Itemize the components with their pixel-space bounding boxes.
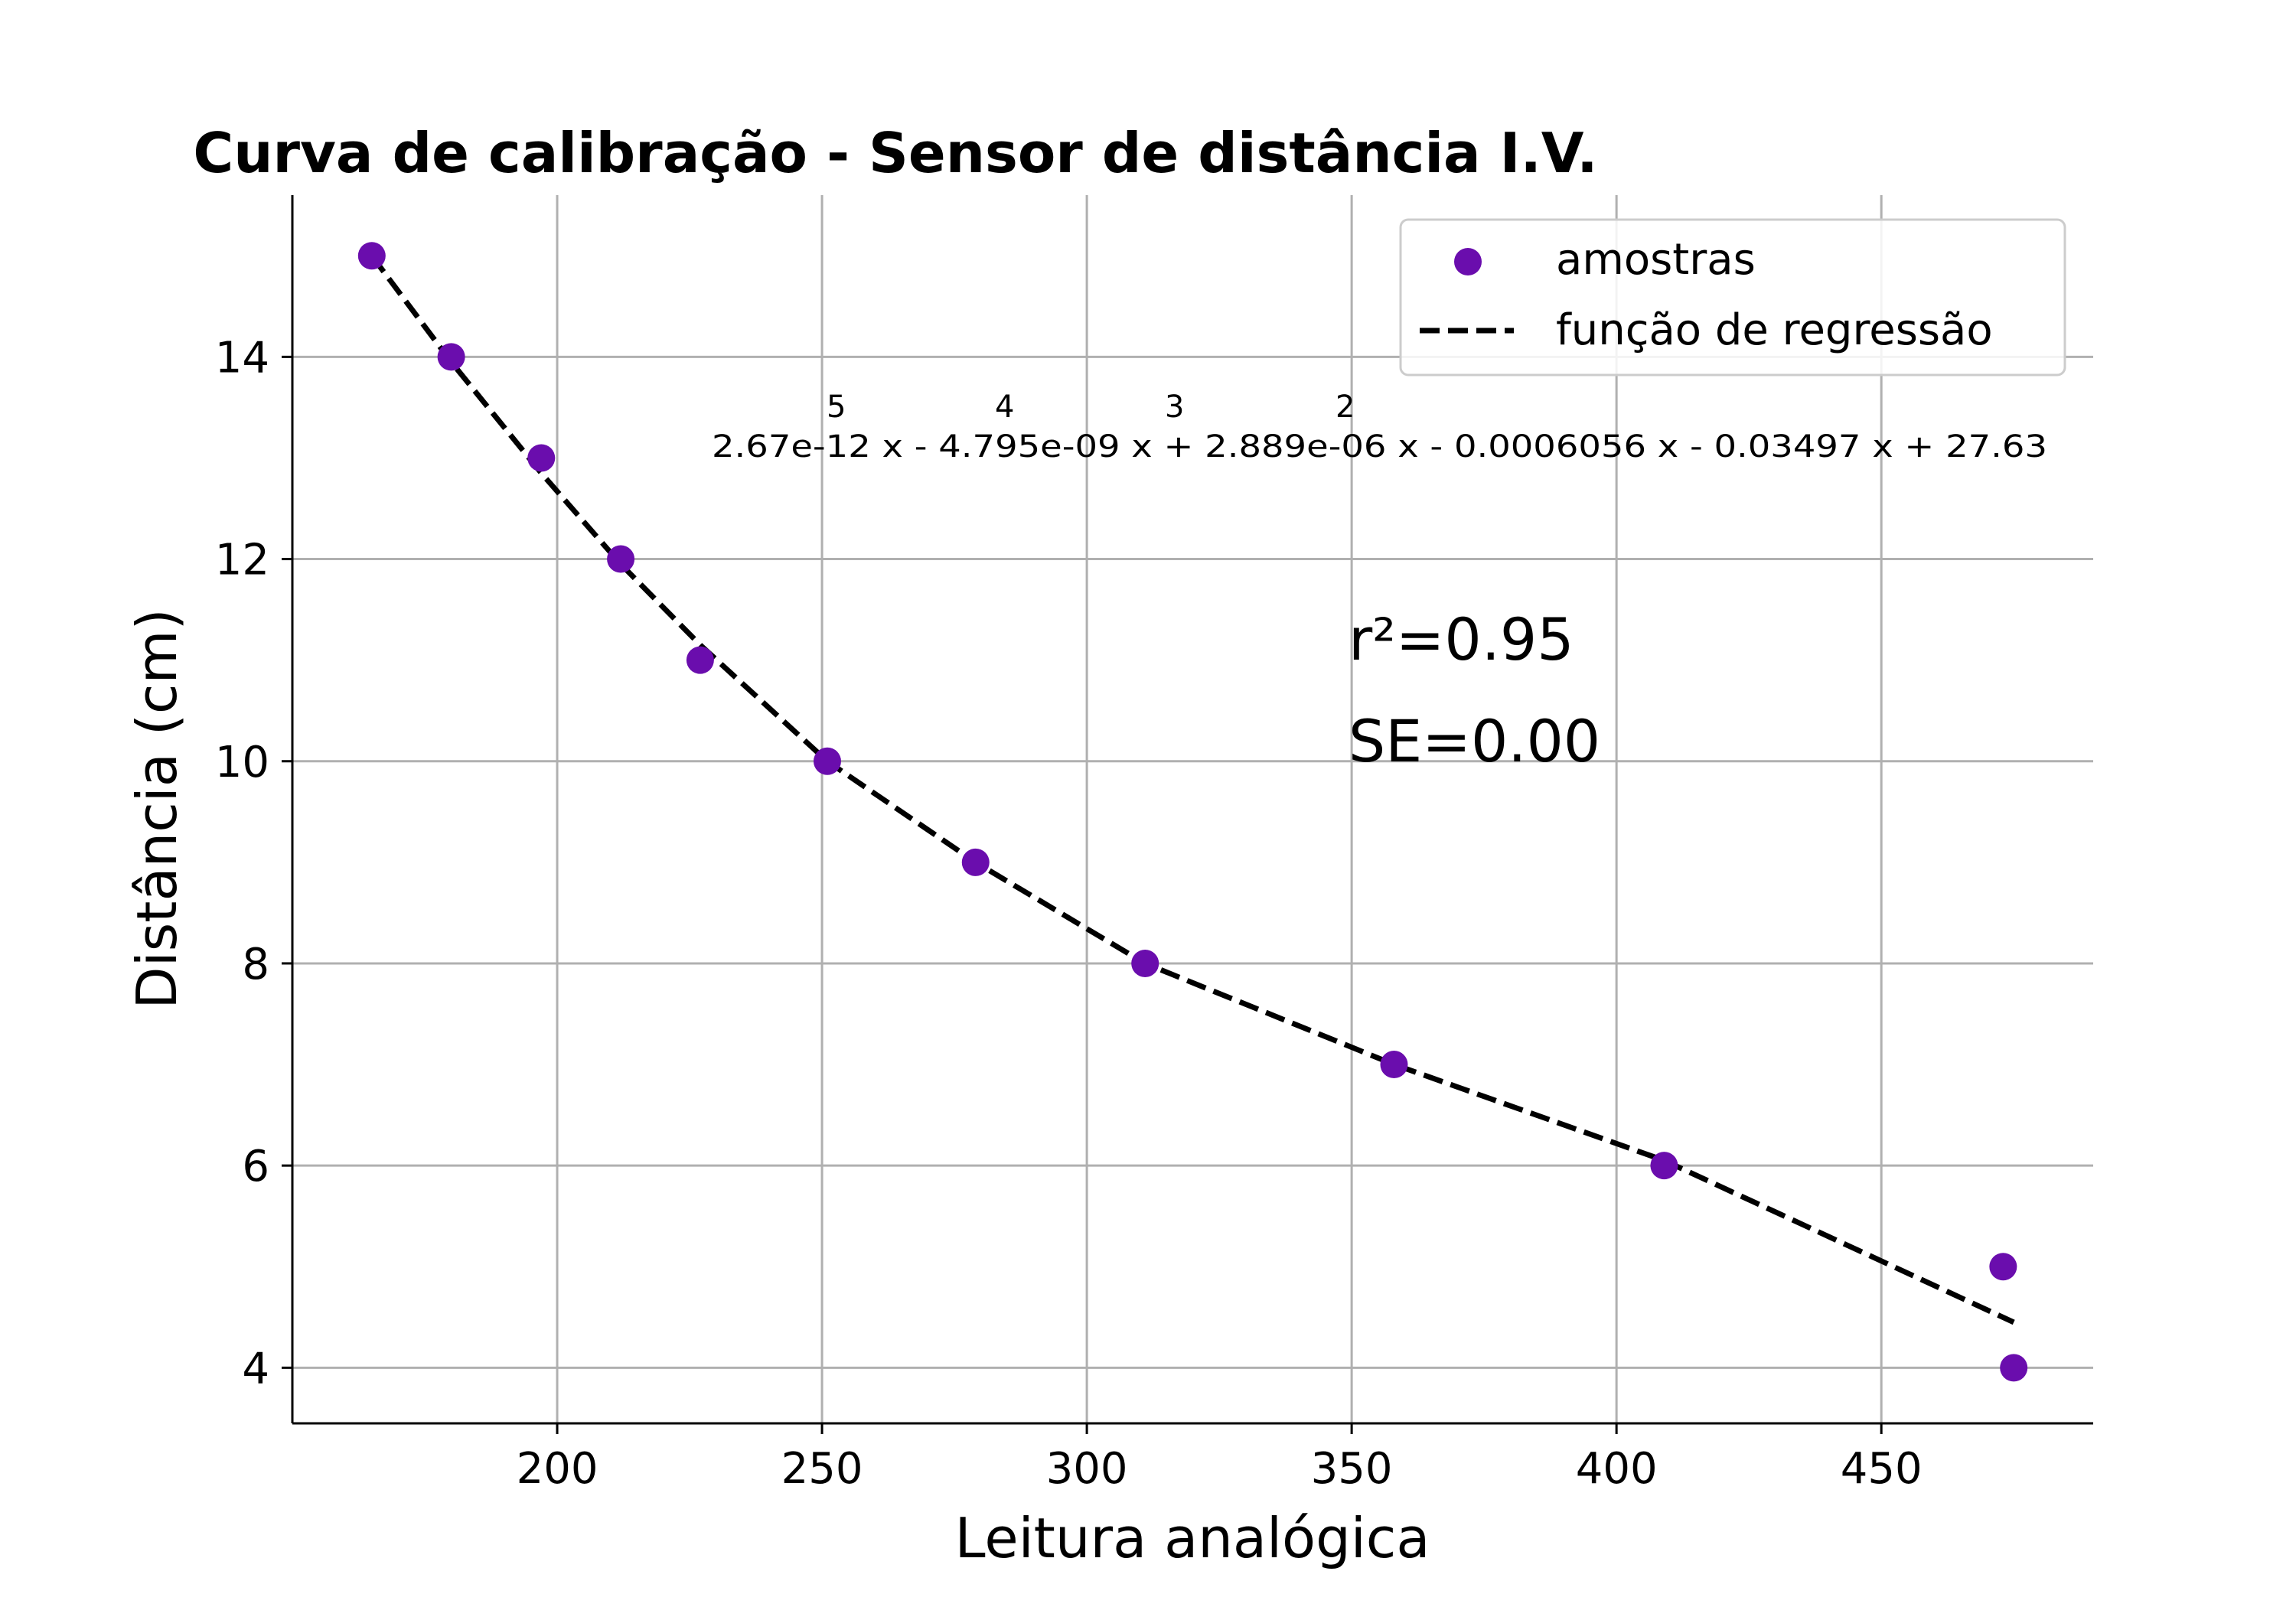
y-axis-label: Distância (cm): [125, 608, 189, 1009]
sample-points: [357, 242, 2028, 1382]
y-tick-label: 8: [242, 940, 269, 989]
sample-point: [2000, 1354, 2028, 1382]
sample-point: [437, 343, 465, 371]
y-tick-label: 14: [215, 333, 269, 383]
x-tick-label: 300: [1046, 1444, 1128, 1494]
x-tick-label: 350: [1311, 1444, 1393, 1494]
y-axis-ticks: 4 6 8 10 12 14: [215, 333, 292, 1393]
equation-exponent-3: 3: [1165, 390, 1184, 425]
r-squared-label: r²=0.95: [1349, 605, 1574, 673]
x-tick-label: 250: [781, 1444, 863, 1494]
equation-exponent-5: 5: [827, 390, 846, 425]
grid: [292, 195, 2093, 1423]
x-tick-label: 200: [517, 1444, 598, 1494]
sample-point: [607, 545, 635, 573]
legend-sample-marker: [1454, 248, 1482, 275]
equation-exponent-2: 2: [1336, 390, 1355, 425]
x-tick-label: 400: [1576, 1444, 1658, 1494]
sample-point: [1380, 1051, 1408, 1079]
regression-equation: 2.67e-12 x - 4.795e-09 x + 2.889e-06 x -…: [712, 429, 2047, 464]
sample-point: [1131, 949, 1159, 977]
equation-exponent-4: 4: [995, 390, 1014, 425]
regression-curve: [369, 254, 2015, 1325]
x-axis-ticks: 200 250 300 350 400 450: [517, 1423, 1923, 1494]
legend-label-regression: função de regressão: [1556, 305, 1993, 355]
y-tick-label: 4: [242, 1344, 269, 1393]
y-tick-label: 6: [242, 1142, 269, 1191]
sample-point: [1989, 1253, 2017, 1281]
x-axis-label: Leitura analógica: [955, 1506, 1430, 1570]
sample-point: [813, 747, 841, 775]
x-tick-label: 450: [1841, 1444, 1923, 1494]
sample-point: [1650, 1152, 1678, 1180]
sample-point: [686, 646, 714, 674]
legend: amostras função de regressão: [1399, 218, 2066, 376]
chart-title: Curva de calibração - Sensor de distânci…: [193, 121, 1597, 185]
legend-label-samples: amostras: [1556, 235, 1756, 285]
sample-point: [961, 848, 990, 876]
y-tick-label: 12: [215, 536, 269, 585]
legend-box: [1399, 218, 2066, 376]
standard-error-label: SE=0.00: [1349, 707, 1600, 775]
sample-point: [527, 444, 556, 472]
y-tick-label: 10: [215, 738, 269, 787]
equation-annotation: 5 4 3 2 2.67e-12 x - 4.795e-09 x + 2.889…: [712, 390, 2047, 464]
sample-point: [357, 242, 386, 270]
regression-line: [369, 254, 2015, 1325]
